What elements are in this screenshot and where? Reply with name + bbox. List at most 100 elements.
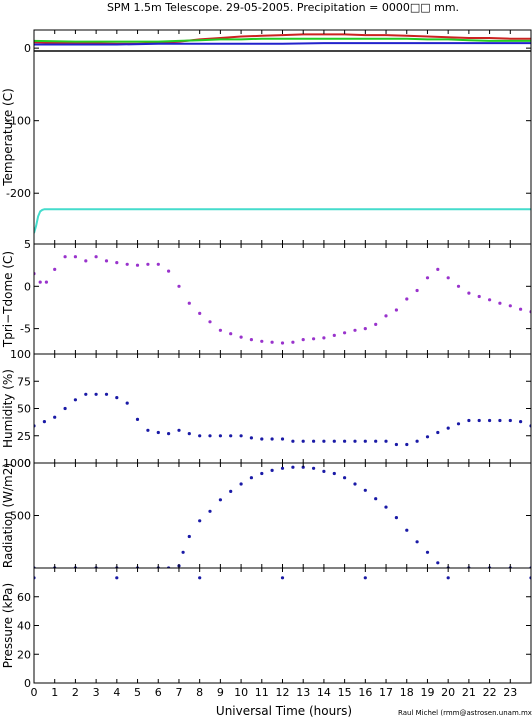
series-line-temp_cyan — [34, 208, 531, 234]
y-tick-label: -5 — [20, 323, 31, 336]
data-point — [187, 301, 191, 305]
data-point — [291, 439, 295, 443]
data-point — [94, 392, 98, 396]
panel-frame — [33, 243, 532, 355]
data-point — [519, 420, 523, 424]
x-tick-label: 22 — [483, 686, 497, 699]
data-point — [477, 294, 481, 299]
data-point — [260, 471, 264, 476]
data-point — [446, 426, 450, 430]
data-point — [394, 516, 398, 520]
data-point — [270, 437, 274, 441]
data-point — [84, 259, 88, 263]
data-point — [467, 418, 471, 423]
data-point — [208, 509, 212, 513]
panel-frame — [33, 567, 532, 684]
data-point — [384, 314, 388, 318]
x-tick-label: 0 — [31, 686, 38, 699]
data-point — [135, 417, 140, 421]
y-tick-label: 0 — [24, 457, 31, 470]
data-point — [384, 439, 388, 443]
y-tick-label: 0 — [24, 280, 31, 293]
data-point — [239, 335, 243, 339]
data-point — [477, 418, 481, 423]
data-point — [198, 311, 202, 315]
data-point — [353, 482, 357, 486]
y-tick-label: 100 — [10, 348, 31, 361]
x-tick-label: 12 — [276, 686, 290, 699]
data-point — [343, 476, 347, 480]
data-point — [425, 435, 430, 439]
x-tick-label: 23 — [503, 686, 517, 699]
y-tick-label: 75 — [17, 375, 31, 388]
panel-frame — [33, 462, 532, 569]
data-point — [332, 333, 336, 337]
data-point — [218, 328, 222, 332]
data-point — [125, 262, 129, 266]
data-point — [446, 276, 450, 280]
y-tick-label: 5 — [24, 238, 31, 251]
data-point — [260, 437, 264, 441]
x-tick-label: 17 — [379, 686, 393, 699]
data-point — [73, 255, 77, 259]
panel-1: 5 0 -5 Tpri−Tdome (C) — [1, 238, 532, 355]
data-point — [488, 418, 492, 423]
data-point — [436, 561, 440, 565]
data-point — [135, 263, 140, 267]
x-tick-label: 8 — [196, 686, 203, 699]
data-point — [374, 497, 378, 501]
data-point — [498, 301, 502, 305]
data-point — [301, 465, 305, 469]
x-tick-label: 7 — [175, 686, 182, 699]
x-tick-label: 5 — [134, 686, 141, 699]
data-point — [508, 418, 512, 423]
panel-frame — [33, 353, 532, 464]
x-tick-label: 6 — [155, 686, 162, 699]
data-point — [415, 288, 419, 293]
y-tick-label: 1000 — [3, 457, 31, 470]
x-tick-label: 18 — [400, 686, 414, 699]
chart-title: SPM 1.5m Telescope. 29-05-2005. Precipit… — [107, 1, 459, 14]
data-point — [394, 442, 398, 447]
data-point — [301, 338, 305, 342]
data-point — [353, 439, 357, 443]
data-point — [343, 331, 347, 335]
data-point — [322, 439, 326, 443]
data-point — [488, 298, 492, 302]
data-point — [405, 442, 409, 447]
y-tick-label: -200 — [6, 187, 31, 200]
data-point — [332, 439, 336, 443]
data-point — [115, 261, 119, 265]
data-point — [73, 398, 77, 402]
data-point — [156, 262, 160, 266]
x-tick-label: 2 — [72, 686, 79, 699]
data-point — [53, 267, 57, 271]
data-point — [156, 430, 160, 435]
x-tick-label: 11 — [255, 686, 269, 699]
data-point — [301, 439, 305, 443]
y-axis-title: Temperature (C) — [1, 88, 15, 187]
y-tick-label: 50 — [17, 403, 31, 416]
data-point — [363, 439, 367, 443]
data-point — [44, 280, 49, 284]
data-point — [115, 396, 119, 400]
data-point — [467, 291, 471, 295]
data-point — [343, 439, 347, 443]
x-tick-label: 4 — [113, 686, 120, 699]
data-point — [519, 307, 523, 311]
data-point — [239, 482, 243, 486]
x-tick-label: 10 — [234, 686, 248, 699]
panel-frame — [33, 29, 532, 245]
data-point — [84, 392, 88, 396]
data-point — [384, 505, 388, 509]
data-point — [167, 269, 171, 273]
data-point — [181, 550, 185, 554]
data-point — [425, 550, 430, 554]
data-point — [312, 337, 316, 341]
data-point — [312, 466, 316, 470]
y-axis-title: Radiation (W/m2) — [1, 463, 15, 568]
data-point — [239, 434, 243, 438]
